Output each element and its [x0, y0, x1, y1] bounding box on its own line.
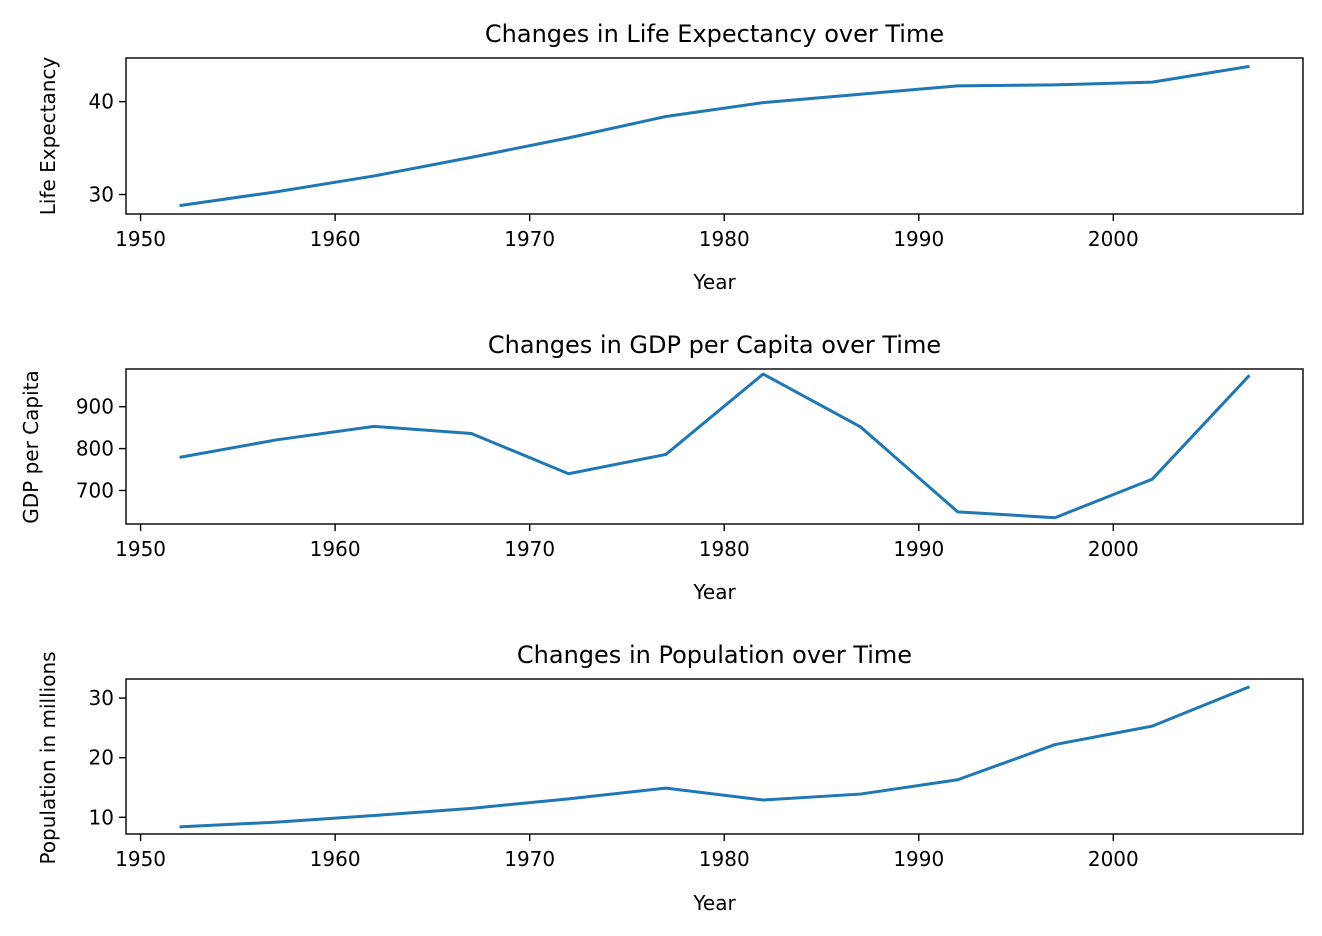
axes-frame — [125, 57, 1304, 215]
subplot-gdp-per-capita: Changes in GDP per Capita over Time 1950… — [19, 331, 1304, 604]
series-population — [179, 685, 1251, 829]
chart-title: Changes in Life Expectancy over Time — [485, 20, 944, 48]
x-tick-label: 1960 — [310, 227, 361, 251]
y-axis: 700 800 900 — [76, 395, 126, 502]
x-tick-label: 1950 — [115, 227, 166, 251]
chart-title: Changes in Population over Time — [517, 641, 912, 669]
series-line — [179, 372, 1251, 520]
x-axis: 1950 1960 1970 1980 1990 2000 — [115, 214, 1139, 251]
x-tick-label: 1980 — [699, 537, 750, 561]
y-tick-label: 30 — [89, 686, 114, 710]
y-tick-label: 700 — [76, 478, 114, 502]
series-line — [179, 64, 1250, 208]
x-axis: 1950 1960 1970 1980 1990 2000 — [115, 524, 1139, 561]
x-tick-label: 1990 — [893, 847, 944, 871]
axes-frame — [125, 678, 1304, 835]
y-axis-label: GDP per Capita — [19, 370, 43, 523]
x-tick-label: 1950 — [115, 847, 166, 871]
y-axis: 30 40 — [89, 90, 126, 207]
y-tick-label: 10 — [89, 805, 114, 829]
series-line — [179, 685, 1251, 829]
x-tick-label: 1960 — [310, 537, 361, 561]
x-tick-label: 1980 — [699, 227, 750, 251]
y-axis: 10 20 30 — [89, 686, 126, 829]
x-tick-label: 1990 — [893, 537, 944, 561]
x-tick-label: 1970 — [504, 227, 555, 251]
y-tick-label: 30 — [89, 183, 114, 207]
x-tick-label: 2000 — [1088, 537, 1139, 561]
x-tick-label: 2000 — [1088, 227, 1139, 251]
series-life-expectancy — [179, 64, 1250, 208]
x-axis: 1950 1960 1970 1980 1990 2000 — [115, 834, 1139, 871]
axes-frame — [125, 368, 1304, 525]
y-axis-label: Population in millions — [36, 651, 60, 864]
x-axis-label: Year — [692, 891, 736, 915]
x-tick-label: 1960 — [310, 847, 361, 871]
x-tick-label: 1950 — [115, 537, 166, 561]
y-tick-label: 20 — [89, 746, 114, 770]
subplot-life-expectancy: Changes in Life Expectancy over Time 195… — [36, 20, 1304, 294]
y-tick-label: 40 — [89, 90, 114, 114]
x-tick-label: 1990 — [893, 227, 944, 251]
x-tick-label: 1970 — [504, 847, 555, 871]
chart-title: Changes in GDP per Capita over Time — [488, 331, 941, 359]
x-tick-label: 2000 — [1088, 847, 1139, 871]
series-gdp-per-capita — [179, 372, 1251, 520]
y-axis-label: Life Expectancy — [36, 57, 60, 216]
y-tick-label: 800 — [76, 437, 114, 461]
x-axis-label: Year — [692, 580, 736, 604]
x-tick-label: 1980 — [699, 847, 750, 871]
x-axis-label: Year — [692, 270, 736, 294]
y-tick-label: 900 — [76, 395, 114, 419]
x-tick-label: 1970 — [504, 537, 555, 561]
subplot-population: Changes in Population over Time 1950 1960… — [36, 641, 1304, 915]
